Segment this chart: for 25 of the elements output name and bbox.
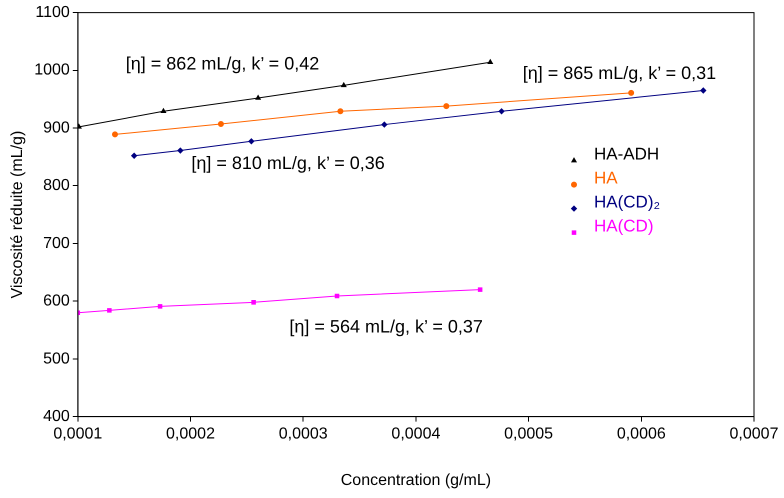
x-tick-label: 0,0006 (616, 426, 666, 443)
y-tick-label: 500 (43, 350, 70, 368)
x-tick-label: 0,0002 (166, 426, 216, 443)
x-tick-label: 0,0004 (391, 426, 440, 443)
y-tick-label: 1100 (35, 4, 70, 22)
x-tick-label: 0,0007 (730, 426, 779, 443)
y-tick-label: 900 (43, 119, 70, 136)
y-tick-label: 800 (43, 177, 70, 194)
annotation: [η] = 862 mL/g, k’ = 0,42 (126, 54, 320, 74)
y-tick-label: 600 (43, 292, 70, 310)
legend-label: HA(CD) (594, 216, 654, 236)
legend-label: HA(CD)₂ (594, 192, 660, 212)
annotation: [η] = 810 mL/g, k’ = 0,36 (191, 153, 385, 174)
x-tick-label: 0,0003 (278, 426, 328, 443)
annotation: [η] = 865 mL/g, k’ = 0,31 (522, 62, 716, 83)
x-axis-title: Concentration (g/mL) (340, 472, 492, 489)
y-tick-label: 400 (43, 408, 70, 426)
y-axis-title: Viscosité réduite (mL/g) (9, 130, 26, 298)
annotation: [η] = 564 mL/g, k’ = 0,37 (289, 316, 483, 336)
legend-label: HA (594, 168, 618, 188)
x-tick-label: 0,0001 (53, 426, 102, 443)
x-tick-label: 0,0005 (504, 426, 554, 443)
legend-label: HA-ADH (594, 144, 660, 164)
y-tick-label: 1000 (34, 62, 70, 79)
y-tick-label: 700 (43, 234, 70, 252)
